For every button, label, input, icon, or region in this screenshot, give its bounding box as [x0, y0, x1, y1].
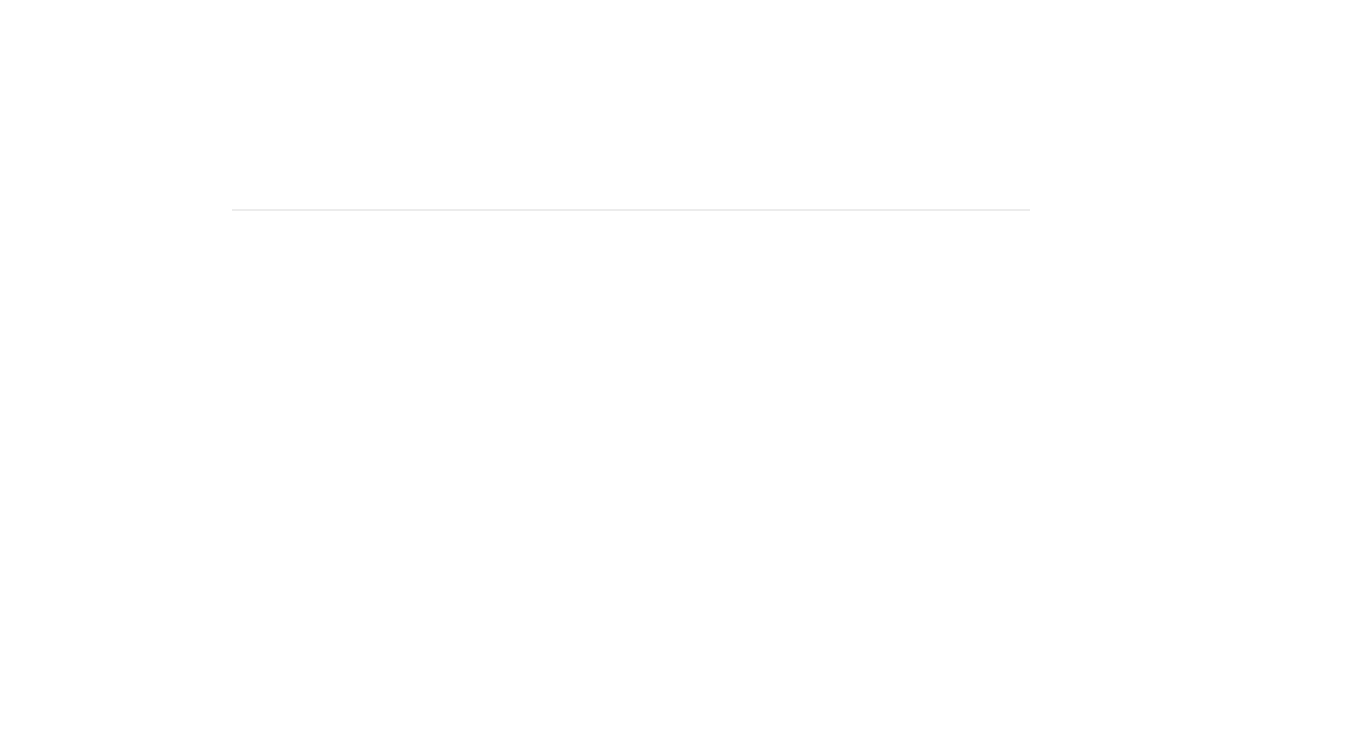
clinical-course-figure: [0, 0, 1348, 730]
